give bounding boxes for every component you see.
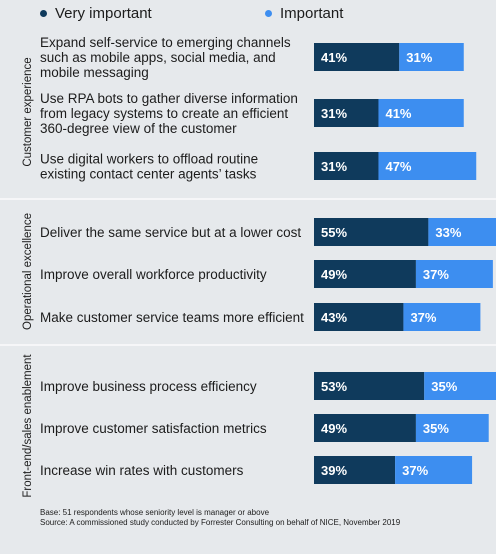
category-label-line: 360-degree view of the customer xyxy=(40,121,237,136)
category-label-line: Increase win rates with customers xyxy=(40,463,244,478)
category-label-line: Improve business process efficiency xyxy=(40,379,257,394)
category-label: Make customer service teams more efficie… xyxy=(40,310,304,325)
bar-very-important xyxy=(314,303,404,331)
bar-value-label-very-important: 43% xyxy=(321,310,347,325)
bar-important xyxy=(424,372,496,400)
bar-value-label-important: 37% xyxy=(402,463,428,478)
footnote-base: Base: 51 respondents whose seniority lev… xyxy=(40,508,270,517)
category-label: Increase win rates with customers xyxy=(40,463,244,478)
bar-very-important xyxy=(314,456,396,484)
bar-important xyxy=(378,99,464,127)
bar-value-label-very-important: 55% xyxy=(321,225,347,240)
category-label: Improve customer satisfaction metrics xyxy=(40,421,267,436)
bar-value-label-important: 33% xyxy=(435,225,461,240)
bar-important xyxy=(428,218,496,246)
bar-very-important xyxy=(314,99,379,127)
legend-item-important: Important xyxy=(265,5,343,22)
category-label-line: such as mobile apps, social media, and xyxy=(40,50,276,65)
group-label: Operational excellence xyxy=(22,213,34,330)
category-label: Deliver the same service but at a lower … xyxy=(40,225,301,240)
bar-value-label-very-important: 53% xyxy=(321,379,347,394)
category-label: Expand self-service to emerging channels… xyxy=(40,35,291,80)
bar-very-important xyxy=(314,260,416,288)
category-label-line: mobile messaging xyxy=(40,65,149,80)
bar-value-label-very-important: 49% xyxy=(321,267,347,282)
bar-value-label-very-important: 41% xyxy=(321,50,347,65)
category-label-line: Improve overall workforce productivity xyxy=(40,267,267,282)
bar-value-label-very-important: 31% xyxy=(321,159,347,174)
category-label: Improve overall workforce productivity xyxy=(40,267,267,282)
legend-item-very-important: Very important xyxy=(40,5,152,22)
bar-very-important xyxy=(314,218,429,246)
category-label-line: Deliver the same service but at a lower … xyxy=(40,225,301,240)
bar-very-important xyxy=(314,414,416,442)
bar-important xyxy=(395,456,473,484)
bar-value-label-important: 47% xyxy=(385,159,411,174)
bar-important xyxy=(403,303,481,331)
bar-important xyxy=(378,152,477,180)
legend-swatch-very-important xyxy=(40,10,47,17)
stacked-bar-chart: Customer experience Expand self-service t… xyxy=(0,35,496,498)
category-label-line: Expand self-service to emerging channels xyxy=(40,35,291,50)
bar-very-important xyxy=(314,152,379,180)
bar-very-important xyxy=(314,372,425,400)
bar-value-label-important: 37% xyxy=(410,310,436,325)
bar-value-label-important: 35% xyxy=(431,379,457,394)
category-label-line: from legacy systems to create an efficie… xyxy=(40,106,288,121)
category-label-line: Make customer service teams more efficie… xyxy=(40,310,304,325)
bar-value-label-important: 35% xyxy=(423,421,449,436)
legend-swatch-important xyxy=(265,10,272,17)
footnote-source: Source: A commissioned study conducted b… xyxy=(40,518,401,527)
category-label-line: existing contact center agents’ tasks xyxy=(40,167,257,182)
bar-very-important xyxy=(314,43,400,71)
category-label-line: Use digital workers to offload routine xyxy=(40,152,258,167)
legend-label-very-important: Very important xyxy=(55,5,152,22)
legend-label-important: Important xyxy=(280,5,344,22)
bar-value-label-very-important: 49% xyxy=(321,421,347,436)
bar-important xyxy=(415,260,493,288)
group-label: Front-end/sales enablement xyxy=(22,354,34,498)
category-label: Use RPA bots to gather diverse informati… xyxy=(40,91,298,136)
bar-important xyxy=(399,43,464,71)
bar-value-label-important: 37% xyxy=(423,267,449,282)
category-label-line: Improve customer satisfaction metrics xyxy=(40,421,267,436)
bar-value-label-very-important: 31% xyxy=(321,106,347,121)
bar-important xyxy=(415,414,489,442)
bar-value-label-very-important: 39% xyxy=(321,463,347,478)
category-label: Use digital workers to offload routine ex… xyxy=(40,152,258,182)
legend: Very important Important xyxy=(0,5,496,25)
category-label-line: Use RPA bots to gather diverse informati… xyxy=(40,91,298,106)
category-label: Improve business process efficiency xyxy=(40,379,257,394)
bar-value-label-important: 41% xyxy=(385,106,411,121)
bar-value-label-important: 31% xyxy=(406,50,432,65)
group-label: Customer experience xyxy=(22,57,34,166)
